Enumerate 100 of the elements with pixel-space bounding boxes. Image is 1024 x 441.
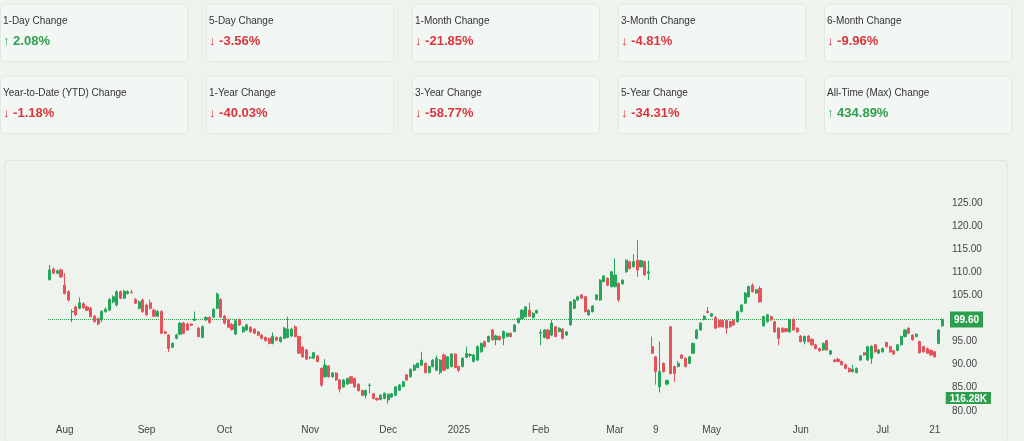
candlestick	[621, 278, 624, 286]
data-label: ↓ -4.81%	[620, 33, 674, 48]
candlestick	[718, 318, 721, 329]
x-tick-label: Sep	[137, 423, 156, 435]
y-tick-label: 115.00	[952, 242, 983, 254]
candlestick	[249, 325, 252, 334]
candlestick	[379, 393, 382, 401]
candlestick	[309, 355, 312, 360]
text: 116.28K	[949, 392, 988, 404]
candlestick	[450, 352, 453, 368]
candlestick	[840, 360, 843, 367]
candlestick	[342, 378, 345, 389]
candlestick	[502, 330, 505, 346]
candlestick	[918, 340, 921, 355]
x-tick-label: Mar	[606, 423, 625, 435]
candlestick	[613, 257, 617, 289]
candlestick	[394, 385, 397, 397]
candlestick	[230, 322, 234, 331]
candlestick	[323, 358, 327, 379]
data-label: ↓ -1.18%	[2, 105, 56, 120]
candlestick	[383, 391, 386, 400]
candlestick	[807, 334, 810, 344]
candlestick	[844, 363, 847, 370]
candlestick	[130, 289, 133, 295]
candlestick	[160, 309, 163, 335]
candlestick	[866, 345, 869, 362]
candlestick	[546, 328, 550, 341]
candlestick	[513, 323, 516, 333]
category-label: All-Time (Max) Change	[826, 87, 931, 98]
y-tick-label: 80.00	[952, 404, 978, 416]
candlestick	[271, 331, 274, 345]
candlestick	[275, 336, 278, 342]
candlestick	[257, 330, 260, 337]
candlestick	[156, 309, 159, 318]
candlestick	[933, 350, 936, 359]
category-label: 6-Month Change	[826, 15, 903, 26]
candlestick	[182, 321, 185, 335]
candlestick	[264, 336, 267, 343]
x-tick-label: Feb	[532, 423, 550, 435]
candlestick	[654, 355, 657, 386]
candlestick	[242, 325, 245, 334]
candlestick	[833, 358, 836, 363]
candlestick	[617, 281, 620, 303]
x-tick-label: Nov	[301, 423, 320, 435]
candlestick	[810, 337, 814, 347]
candlestick	[446, 355, 449, 370]
candlestick	[238, 318, 241, 327]
data-label: ↓ -34.31%	[620, 105, 681, 120]
candlestick	[208, 315, 211, 325]
candlestick	[123, 289, 126, 300]
candlestick	[52, 267, 55, 275]
y-tick-label: 120.00	[952, 219, 984, 231]
candlestick	[535, 309, 538, 315]
candlestick	[82, 301, 85, 310]
data-label: ↓ -9.96%	[826, 33, 880, 48]
candlestick	[874, 343, 877, 354]
data-label: ↓ -3.56%	[208, 33, 262, 48]
candlestick	[848, 366, 851, 374]
candlestick	[818, 347, 821, 353]
candlestick	[357, 382, 360, 393]
candlestick	[836, 357, 840, 363]
candlestick	[498, 335, 501, 342]
candlestick	[305, 348, 308, 361]
candlestick	[97, 317, 100, 326]
candlestick	[677, 360, 680, 368]
candlestick	[662, 361, 665, 374]
x-tick-label: Jun	[792, 423, 809, 435]
candlestick	[368, 382, 371, 394]
category-label: 1-Month Change	[414, 15, 491, 26]
candlestick	[758, 285, 762, 304]
candlestick	[346, 377, 349, 386]
candlestick	[126, 289, 129, 295]
candlestick	[141, 298, 144, 314]
candlestick	[665, 378, 669, 386]
data-label: ↓ -58.77%	[414, 105, 475, 120]
candlestick	[524, 305, 527, 319]
candlestick	[78, 296, 81, 310]
data-label: ↓ -21.85%	[414, 33, 475, 48]
candlestick	[599, 278, 602, 302]
candlestick	[316, 354, 319, 363]
candlestick	[528, 302, 531, 318]
candlestick	[216, 292, 219, 310]
candlestick	[561, 327, 564, 340]
candlestick	[398, 383, 401, 392]
y-tick-label: 95.00	[952, 335, 978, 347]
candlestick	[119, 289, 122, 300]
candlestick	[937, 328, 940, 345]
candlestick	[632, 253, 635, 269]
candlestick	[558, 326, 561, 333]
candlestick	[509, 331, 512, 338]
candlestick	[751, 282, 754, 294]
candlestick	[178, 321, 182, 336]
candlestick	[922, 345, 925, 354]
candlestick	[550, 319, 553, 337]
candlestick	[89, 306, 92, 319]
candlestick	[435, 354, 438, 372]
candlestick	[424, 361, 427, 374]
candlestick	[636, 239, 639, 278]
candlestick	[331, 371, 334, 379]
candlestick	[584, 295, 587, 313]
